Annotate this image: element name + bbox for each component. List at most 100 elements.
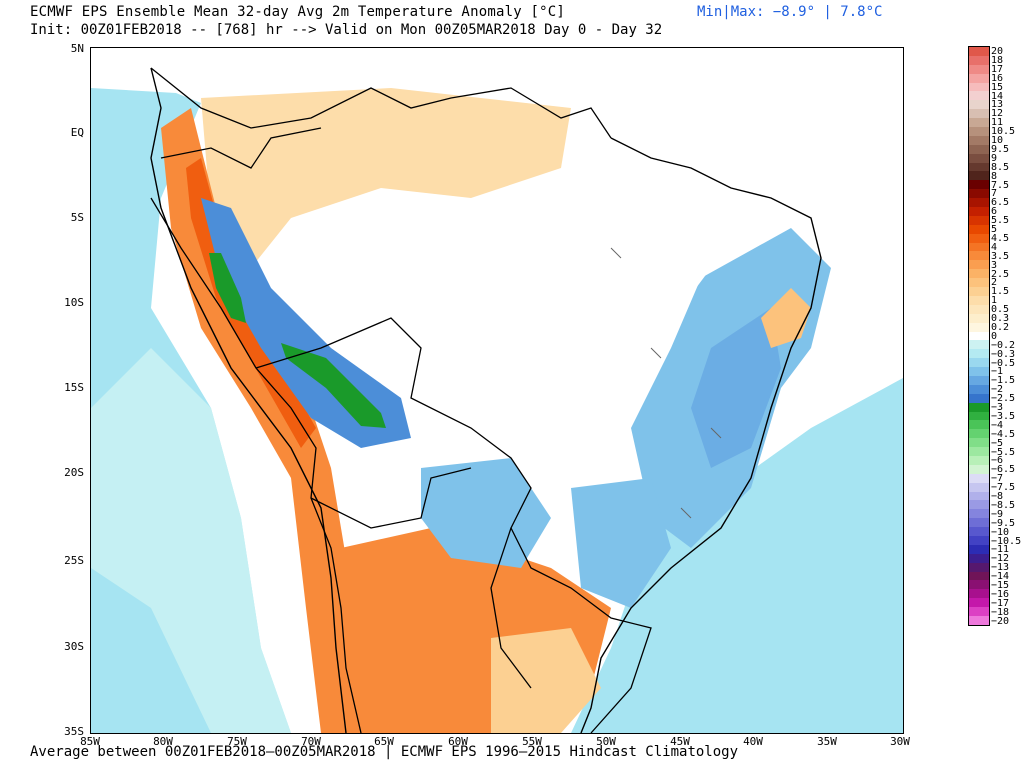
legend-swatch [969, 455, 989, 465]
legend-level-label: −3 [991, 402, 1004, 413]
legend-level-label: −15 [991, 580, 1010, 591]
lon-label: 55W [522, 735, 542, 748]
lat-label: 10S [64, 296, 84, 309]
legend-level-label: 7 [991, 188, 998, 200]
legend-level-label: 3 [991, 259, 998, 271]
andes-cold-band [201, 198, 411, 448]
country-borders [150, 67, 652, 733]
legend-swatch [969, 491, 989, 501]
legend-swatch [969, 340, 989, 350]
legend-swatch [969, 47, 989, 56]
atlantic-anomaly-field [571, 378, 903, 733]
legend-level-label: −13 [991, 562, 1010, 574]
legend-swatch [969, 482, 989, 492]
legend-level-label: −0.5 [991, 357, 1016, 369]
south-brazil-blue [571, 478, 671, 608]
legend-swatch [969, 411, 989, 421]
brazil-east-deep-blue [691, 308, 781, 468]
lat-label: 5N [70, 42, 84, 55]
minmax-readout: Min|Max: −8.9° | 7.8°C [697, 4, 883, 20]
legend-level-label: 1 [991, 295, 998, 307]
legend-swatch [969, 295, 989, 305]
legend-swatch [969, 304, 989, 314]
legend-swatch [969, 447, 989, 456]
legend-level-label: 13 [991, 99, 1004, 111]
lon-label: 35W [817, 735, 837, 748]
legend-level-label: −5.5 [991, 446, 1016, 458]
legend-level-label: −8.5 [991, 499, 1016, 511]
legend-swatch [969, 153, 989, 163]
legend-swatch [969, 313, 989, 323]
legend-level-label: −6.5 [991, 464, 1016, 476]
legend-swatch [969, 322, 989, 332]
river-lines [610, 247, 722, 519]
legend-swatch [969, 64, 989, 74]
legend-level-label: −9 [991, 508, 1004, 520]
lon-label: 80W [153, 735, 173, 748]
pacific-coastal-band [91, 348, 291, 733]
legend-level-label: 0.3 [991, 313, 1010, 324]
legend-level-label: 20 [991, 46, 1004, 57]
uruguay-tan [491, 628, 601, 733]
legend-swatch [969, 73, 989, 83]
legend-level-label: −3.5 [991, 410, 1016, 422]
legend-level-label: 4 [991, 241, 998, 253]
legend-level-label: 6.5 [991, 197, 1010, 209]
legend-level-label: 6 [991, 206, 998, 218]
legend-level-label: −7 [991, 473, 1004, 485]
legend-swatch [969, 171, 989, 181]
anomaly-map [90, 47, 904, 734]
legend-level-label: −7.5 [991, 482, 1016, 494]
lon-label: 60W [448, 735, 468, 748]
legend-swatch [969, 215, 989, 225]
legend-swatch [969, 598, 989, 608]
legend-swatch [969, 375, 989, 385]
andes-cold-green-north [209, 253, 246, 323]
andes-cold-green-south [281, 343, 386, 428]
lat-label: 5S [70, 211, 84, 224]
legend-level-label: 1.5 [991, 286, 1010, 298]
legend-swatch [969, 420, 989, 430]
legend-swatch [969, 607, 989, 616]
legend-level-label: 10.5 [991, 126, 1016, 138]
lon-label: 75W [227, 735, 247, 748]
legend-swatch [969, 429, 989, 439]
legend-swatch [969, 393, 989, 403]
legend-level-label: −6 [991, 455, 1004, 467]
legend-swatch [969, 198, 989, 208]
legend-level-label: 3.5 [991, 250, 1010, 262]
legend-swatch [969, 180, 989, 190]
legend-level-label: 2.5 [991, 268, 1010, 280]
legend-swatch [969, 509, 989, 519]
legend-swatch [969, 553, 989, 563]
legend-level-label: 8 [991, 170, 998, 182]
legend-swatch [969, 473, 989, 483]
legend-level-label: −12 [991, 553, 1010, 565]
legend-swatch [969, 616, 989, 625]
legend-level-label: 10 [991, 135, 1004, 146]
legend-swatch [969, 135, 989, 145]
lat-label: 15S [64, 381, 84, 394]
legend-swatch [969, 500, 989, 510]
legend-level-label: 9.5 [991, 143, 1010, 155]
legend-level-label: 11 [991, 117, 1004, 129]
lat-label: 35S [64, 725, 84, 738]
legend-level-label: 5 [991, 224, 998, 235]
legend-level-label: 16 [991, 72, 1004, 84]
legend-level-label: −10.5 [991, 535, 1022, 547]
legend-swatch [969, 438, 989, 448]
lon-label: 45W [670, 735, 690, 748]
legend-swatch [969, 384, 989, 394]
chart-subtitle: Init: 00Z01FEB2018 -- [768] hr --> Valid… [30, 22, 663, 38]
lat-label: 30S [64, 640, 84, 653]
legend-level-label: 15 [991, 81, 1004, 93]
chart-title: ECMWF EPS Ensemble Mean 32-day Avg 2m Te… [30, 4, 565, 20]
legend-swatch [969, 278, 989, 288]
legend-swatch [969, 464, 989, 474]
legend-level-label: −2 [991, 384, 1004, 396]
legend-level-label: 12 [991, 108, 1004, 120]
paraguay-blue [421, 458, 551, 568]
legend-level-label: −11 [991, 544, 1010, 556]
legend-swatch [969, 358, 989, 368]
lon-label: 70W [301, 735, 321, 748]
